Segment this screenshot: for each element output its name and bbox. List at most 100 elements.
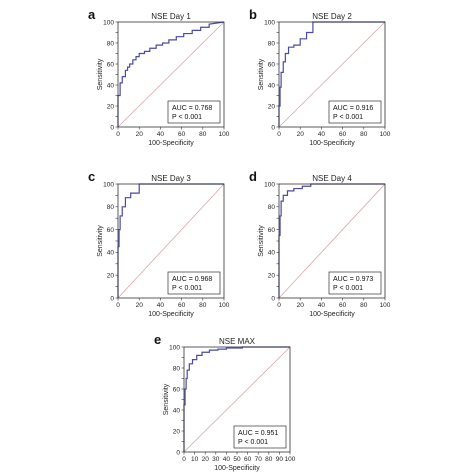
- y-tick-label: 40: [107, 250, 115, 257]
- p-value: P < 0.001: [172, 114, 202, 121]
- x-tick-label: 80: [265, 456, 273, 463]
- p-value: P < 0.001: [333, 114, 363, 121]
- panel-title: NSE Day 1: [151, 12, 191, 21]
- panel-title: NSE Day 3: [151, 174, 191, 183]
- y-axis-label: Sensitivity: [97, 225, 104, 257]
- x-tick-label: 90: [276, 456, 284, 463]
- x-tick-label: 100: [380, 131, 391, 138]
- auc-value: AUC = 0.968: [172, 276, 212, 283]
- x-tick-label: 50: [233, 456, 241, 463]
- x-tick-label: 20: [136, 131, 144, 138]
- panel-letter: d: [249, 169, 257, 184]
- x-tick-label: 0: [182, 456, 186, 463]
- y-tick-label: 0: [176, 449, 180, 456]
- y-tick-label: 60: [268, 61, 276, 68]
- x-tick-label: 40: [223, 456, 231, 463]
- roc-panel-a: a NSE Day 1 0 20 40 60 80 100 0 20 40 60 80 100 100-Sp…: [88, 7, 230, 147]
- x-tick-label: 40: [318, 131, 326, 138]
- y-tick-label: 20: [107, 273, 115, 280]
- panel-title: NSE Day 4: [312, 174, 352, 183]
- y-tick-label: 40: [268, 250, 276, 257]
- x-tick-label: 20: [202, 456, 210, 463]
- x-tick-label: 0: [116, 302, 120, 309]
- x-axis-label: 100-Specificity: [214, 465, 260, 472]
- y-tick-label: 60: [173, 386, 181, 393]
- reference-line: [117, 183, 225, 299]
- auc-value: AUC = 0.916: [333, 105, 373, 112]
- x-tick-label: 80: [360, 131, 368, 138]
- auc-box: [167, 100, 221, 124]
- reference-line: [183, 346, 291, 453]
- y-axis-label: Sensitivity: [163, 383, 170, 415]
- panel-letter: a: [88, 7, 96, 22]
- auc-box: [167, 271, 221, 295]
- x-tick-label: 60: [178, 302, 186, 309]
- x-tick-label: 60: [178, 131, 186, 138]
- y-tick-label: 80: [173, 365, 181, 372]
- y-tick-label: 80: [268, 40, 276, 47]
- y-tick-label: 20: [268, 273, 276, 280]
- y-tick-label: 80: [107, 204, 115, 211]
- x-tick-label: 20: [297, 302, 305, 309]
- y-tick-label: 20: [107, 103, 115, 110]
- x-tick-label: 100: [219, 131, 230, 138]
- y-tick-label: 100: [169, 344, 180, 351]
- reference-line: [117, 21, 225, 128]
- roc-curve: [278, 183, 385, 298]
- y-tick-label: 100: [264, 181, 275, 188]
- reference-line: [278, 183, 386, 299]
- x-tick-label: 80: [360, 302, 368, 309]
- y-tick-label: 0: [271, 124, 275, 131]
- panel-letter: c: [88, 169, 95, 184]
- y-tick-label: 0: [110, 124, 114, 131]
- auc-value: AUC = 0.973: [333, 276, 373, 283]
- x-tick-label: 40: [157, 302, 165, 309]
- roc-panel-d: d NSE Day 4 0 20 40 60 80 100 0 20 40 60 80 100 100-Sp…: [249, 169, 391, 318]
- x-tick-label: 80: [199, 302, 207, 309]
- y-tick-label: 60: [107, 61, 115, 68]
- roc-panel-c: c NSE Day 3 0 20 40 60 80 100 0 20 40 60 80 100 100-Sp…: [88, 169, 230, 318]
- y-tick-label: 20: [173, 428, 181, 435]
- p-value: P < 0.001: [333, 285, 363, 292]
- roc-curve: [117, 21, 225, 127]
- y-tick-label: 60: [268, 227, 276, 234]
- y-tick-label: 40: [268, 82, 276, 89]
- y-tick-label: 60: [107, 227, 115, 234]
- x-tick-label: 20: [136, 302, 144, 309]
- y-tick-label: 100: [103, 181, 114, 188]
- p-value: P < 0.001: [172, 285, 202, 292]
- y-axis-label: Sensitivity: [258, 58, 265, 90]
- x-tick-label: 70: [255, 456, 263, 463]
- y-tick-label: 80: [107, 40, 115, 47]
- x-tick-label: 60: [339, 302, 347, 309]
- x-axis-label: 100-Specificity: [148, 311, 194, 318]
- y-axis-label: Sensitivity: [258, 225, 265, 257]
- y-tick-label: 40: [173, 407, 181, 414]
- y-tick-label: 100: [264, 19, 275, 26]
- panel-title: NSE Day 2: [312, 12, 352, 21]
- x-tick-label: 100: [285, 456, 296, 463]
- auc-box: [328, 100, 382, 124]
- panel-letter: e: [154, 332, 161, 347]
- x-tick-label: 100: [380, 302, 391, 309]
- y-tick-label: 100: [103, 19, 114, 26]
- p-value: P < 0.001: [238, 439, 268, 446]
- roc-curve: [278, 21, 385, 127]
- reference-line: [278, 21, 386, 128]
- x-axis-label: 100-Specificity: [309, 311, 355, 318]
- x-tick-label: 60: [339, 131, 347, 138]
- y-tick-label: 20: [268, 103, 276, 110]
- x-tick-label: 80: [199, 131, 207, 138]
- x-tick-label: 0: [277, 131, 281, 138]
- x-tick-label: 30: [212, 456, 220, 463]
- panel-letter: b: [249, 7, 257, 22]
- x-tick-label: 40: [157, 131, 165, 138]
- auc-box: [233, 425, 287, 449]
- y-tick-label: 0: [110, 295, 114, 302]
- auc-box: [328, 271, 382, 295]
- roc-curve: [183, 346, 290, 452]
- panel-title: NSE MAX: [219, 337, 256, 346]
- x-tick-label: 40: [318, 302, 326, 309]
